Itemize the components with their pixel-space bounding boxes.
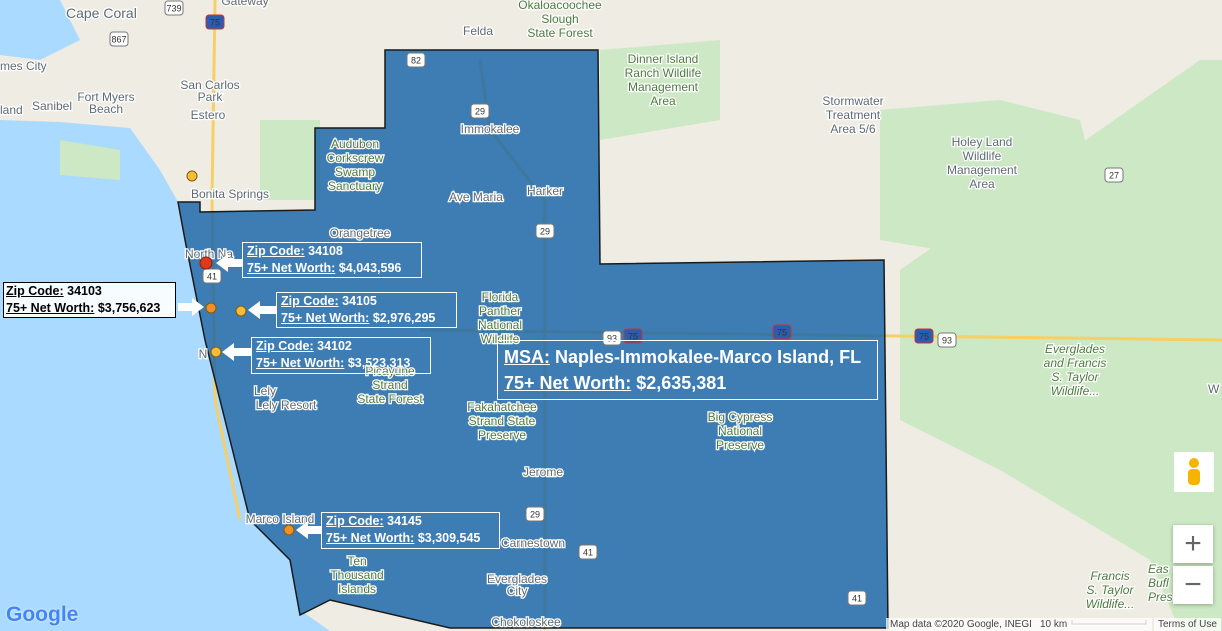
road-shield-bg	[772, 324, 792, 340]
zip-callout: Zip Code: 34103 75+ Net Worth: $3,756,623	[3, 282, 176, 318]
place-label: Marco Island	[246, 512, 315, 526]
place-label: Gateway	[221, 0, 268, 8]
road-shield: 75	[919, 331, 929, 341]
road-shield: 29	[475, 106, 485, 116]
road-shield-bg	[847, 590, 867, 606]
zip-callout: Zip Code: 34102 75+ Net Worth: $3,523,313	[251, 337, 431, 374]
road-shield-bg	[914, 328, 934, 344]
place-label: Lely Resort	[256, 398, 317, 412]
zoom-in[interactable]: +	[1173, 525, 1213, 563]
place-label: Harker	[527, 184, 563, 198]
place-label: Holey Land Wildlife Management Area	[947, 135, 1018, 191]
road-shield-bg	[623, 328, 643, 344]
zip-callout: Zip Code: 34108 75+ Net Worth: $4,043,596	[242, 242, 422, 278]
place-label: Audubon Corkscrew Swamp Sanctuary	[327, 137, 384, 193]
place-label: Sanibel	[32, 99, 72, 113]
road-shield: 75	[777, 327, 787, 337]
place-label: North Na	[185, 247, 233, 261]
road-shield-bg	[937, 332, 957, 348]
place-label: Orangetree	[330, 226, 391, 240]
place-label: Dinner Island Ranch Wildlife Management Are…	[625, 52, 702, 108]
marker	[205, 302, 217, 314]
place-label: Immokalee	[461, 122, 520, 136]
place-label: Everglades and Francis S. Taylor Wildlife..…	[1044, 342, 1107, 398]
marker	[235, 305, 247, 317]
place-label: Chokoloskee	[491, 615, 561, 629]
place-label: Florida Panther National Wildlife	[478, 290, 522, 346]
place-label: Stormwater Treatment Area 5/6	[822, 94, 883, 136]
place-label: N	[199, 347, 208, 361]
zip-callout: Zip Code: 34105 75+ Net Worth: $2,976,295	[276, 292, 457, 328]
place-label: mes City	[0, 59, 47, 73]
road-shield: 41	[852, 593, 862, 603]
google-logo: Google	[6, 603, 79, 626]
msa-region	[177, 49, 889, 629]
place-label: Bonita Springs	[191, 187, 269, 201]
marker	[283, 524, 295, 536]
place-label: land	[0, 103, 23, 117]
road-shield: 739	[166, 3, 181, 13]
place-label: Estero	[191, 108, 226, 122]
place-label: Eas Bufl Pres	[1148, 562, 1173, 604]
place-label: Ten Thousand Islands	[330, 554, 383, 596]
place-label: San Carlos Park	[180, 78, 239, 104]
road-shields: 75 75 75 75 41 41 41 29 29 29 93 93 82 27 739 867	[109, 0, 1124, 606]
terms-link[interactable]: Terms of Use	[1154, 618, 1221, 631]
road-shield: 29	[540, 226, 550, 236]
road-shield: 41	[207, 271, 217, 281]
road-shield: 41	[583, 547, 593, 557]
road-shield-bg	[202, 268, 222, 284]
place-label: Carnestown	[501, 536, 565, 550]
zip-callout: Zip Code: 34145 75+ Net Worth: $3,309,545	[321, 512, 500, 549]
road-shield-bg	[535, 223, 555, 239]
place-label: Lely	[254, 384, 276, 398]
marker	[186, 170, 198, 182]
road-shield: 75	[628, 331, 638, 341]
msa-callout: MSA: Naples-Immokalee-Marco Island, FL 75…	[497, 340, 878, 400]
place-label: W	[1208, 382, 1220, 396]
road-shield-bg	[578, 544, 598, 560]
place-label: Okaloacoochee Slough State Forest	[518, 0, 602, 40]
road-shield: 29	[530, 509, 540, 519]
road-shield-bg	[205, 14, 225, 30]
place-label: Big Cypress National Preserve	[708, 410, 773, 452]
place-label: Felda	[463, 24, 493, 38]
road-shield-bg	[1104, 167, 1124, 183]
zip-markers	[186, 170, 295, 536]
road-shield: 82	[411, 55, 421, 65]
road-shield: 93	[942, 335, 952, 345]
place-label: Everglades City	[487, 572, 547, 598]
water	[0, 0, 80, 60]
place-label: Fort Myers Beach	[77, 90, 134, 116]
zoom-out[interactable]: −	[1173, 566, 1213, 604]
marker	[210, 346, 222, 358]
water	[0, 120, 330, 631]
road-shield-bg	[109, 31, 129, 47]
road-shield-bg	[406, 52, 426, 68]
place-label: Fakahatchee Strand State Preserve	[467, 400, 537, 442]
place-label: Ave Maria	[449, 190, 503, 204]
place-label: Jerome	[523, 465, 563, 479]
road-shield-bg	[470, 103, 490, 119]
road-shield: 75	[210, 17, 220, 27]
place-label: Picayune Strand State Forest	[357, 364, 423, 406]
road-shield-bg	[525, 506, 545, 522]
scale-label: 10 km	[1036, 618, 1152, 631]
road-shield: 867	[111, 34, 126, 44]
place-label: Francis S. Taylor Wildlife...	[1086, 569, 1135, 611]
arrows	[178, 254, 321, 539]
pegman[interactable]	[1174, 452, 1214, 492]
road-shield-bg	[164, 0, 184, 16]
place-label: Cape Coral	[66, 5, 137, 21]
marker	[199, 256, 213, 270]
parks	[60, 40, 1222, 631]
attribution: Map data ©2020 Google, INEGI	[886, 618, 1036, 631]
road-shield-bg	[602, 330, 622, 346]
road-shield: 27	[1109, 170, 1119, 180]
road-shield: 93	[607, 333, 617, 343]
